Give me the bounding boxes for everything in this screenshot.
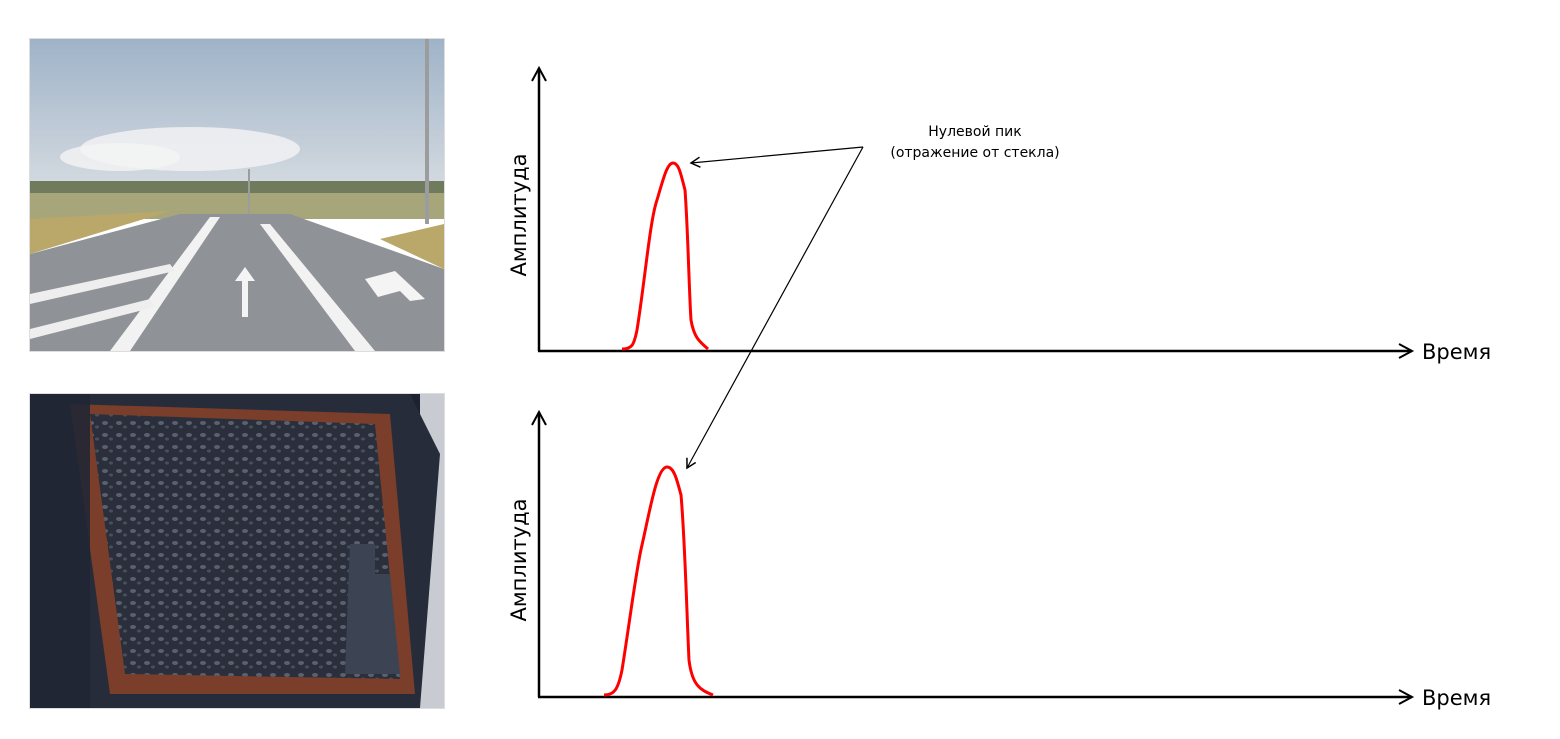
bottom-chart: Амплитуда Время — [507, 409, 1491, 710]
y-axis-label: Амплитуда — [507, 153, 531, 276]
dirty-glass-photo — [29, 393, 445, 709]
annotation-arrow-top — [689, 146, 864, 168]
road-photo — [29, 38, 445, 352]
x-axis-label: Время — [1422, 340, 1491, 364]
annotation-line-2: (отражение от стекла) — [890, 145, 1059, 161]
annotation-line-1: Нулевой пик — [928, 124, 1021, 140]
zero-peak-curve — [603, 465, 714, 697]
zero-peak-annotation: Нулевой пик (отражение от стекла) — [686, 124, 1060, 470]
top-chart: Амплитуда Время — [507, 65, 1491, 364]
y-axis-label: Амплитуда — [507, 498, 531, 621]
x-axis-label: Время — [1422, 686, 1491, 710]
zero-peak-curve — [621, 161, 709, 351]
annotation-arrow-bottom — [686, 146, 864, 470]
